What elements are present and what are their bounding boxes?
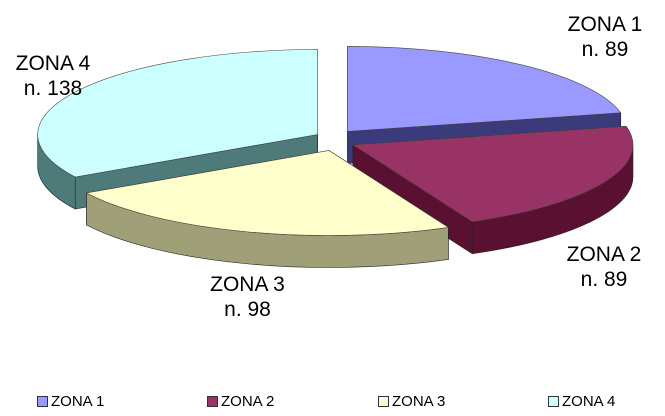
slice-label-zona-3-value: n. 98 bbox=[224, 298, 271, 321]
slice-label-zona-4-name: ZONA 4 bbox=[15, 52, 91, 75]
pie-slice-top-zona-1 bbox=[347, 46, 622, 132]
pie-slice-top-zona-3 bbox=[85, 150, 450, 236]
slice-label-zona-1: ZONA 1 n. 89 bbox=[560, 12, 650, 62]
pie-slice-zona-3 bbox=[85, 149, 450, 268]
legend-item-zona-4: ZONA 4 bbox=[548, 393, 615, 410]
legend-item-zona-1: ZONA 1 bbox=[37, 393, 104, 410]
slice-label-zona-3-name: ZONA 3 bbox=[210, 273, 285, 296]
slice-label-zona-4: ZONA 4 n. 138 bbox=[8, 51, 98, 101]
slice-label-zona-4-value: n. 138 bbox=[23, 77, 83, 100]
legend-label-zona-1: ZONA 1 bbox=[51, 393, 105, 410]
pie-slice-top-zona-2 bbox=[352, 125, 634, 223]
pie-slice-top-zona-4 bbox=[37, 49, 318, 178]
legend-label-zona-4: ZONA 4 bbox=[562, 393, 616, 410]
legend-item-zona-2: ZONA 2 bbox=[207, 393, 274, 410]
slice-label-zona-2-name: ZONA 2 bbox=[566, 243, 642, 266]
legend-label-zona-2: ZONA 2 bbox=[221, 393, 275, 410]
slice-label-zona-2-value: n. 89 bbox=[580, 268, 628, 291]
legend: ZONA 1 ZONA 2 ZONA 3 ZONA 4 bbox=[0, 393, 665, 413]
slice-label-zona-1-value: n. 89 bbox=[581, 38, 629, 61]
legend-item-zona-3: ZONA 3 bbox=[378, 393, 445, 410]
legend-label-zona-3: ZONA 3 bbox=[392, 393, 446, 410]
legend-swatch-zona-2 bbox=[207, 396, 218, 407]
slice-label-zona-3: ZONA 3 n. 98 bbox=[200, 272, 295, 322]
slice-label-zona-2: ZONA 2 n. 89 bbox=[558, 242, 650, 292]
legend-swatch-zona-3 bbox=[378, 396, 389, 407]
legend-swatch-zona-1 bbox=[37, 396, 48, 407]
legend-swatch-zona-4 bbox=[548, 396, 559, 407]
slice-label-zona-1-name: ZONA 1 bbox=[567, 13, 643, 36]
